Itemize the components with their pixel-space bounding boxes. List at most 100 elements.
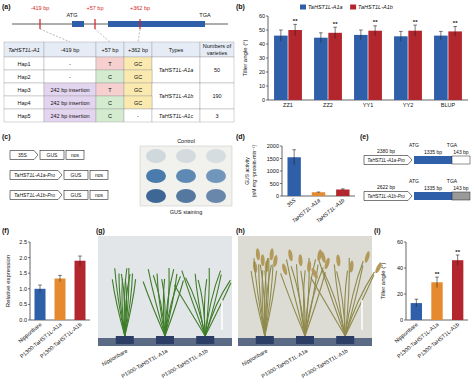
table-cell: [4, 83, 44, 96]
text-line: -: [69, 61, 71, 67]
cell-text: TaHST1L-A1a: [159, 67, 194, 73]
y-axis: [268, 16, 269, 100]
panel-label: (g): [96, 227, 105, 235]
text-line: GC: [134, 61, 142, 67]
panicle: [287, 249, 293, 262]
category-label: ZZ1: [283, 102, 293, 108]
panel-label: (a): [2, 3, 11, 11]
site-mark: [139, 19, 140, 29]
panel-label: (f): [2, 227, 9, 235]
header-cell: [124, 42, 152, 57]
y-axis: [282, 146, 283, 196]
error-bar: [415, 299, 419, 307]
error-bar: [435, 277, 439, 287]
tick-label: 40: [259, 41, 265, 47]
category-label: ZZ2: [323, 102, 333, 108]
table-cell: [200, 83, 234, 109]
photo-bg: [238, 236, 372, 346]
exon: [108, 21, 205, 27]
cell-text: TaHST1L-A1c: [159, 113, 194, 119]
text-line: GC: [134, 100, 142, 106]
text-line: varieties: [207, 50, 228, 56]
control-label: Control: [177, 138, 195, 144]
terminator-label: nos: [95, 172, 104, 178]
reporter-label: GUS: [71, 172, 83, 178]
error-bar: [317, 192, 321, 194]
error-bar: [293, 24, 297, 35]
header-cell: [96, 42, 124, 57]
axis-title: Relative expression: [5, 255, 11, 307]
codon-label: TGA: [199, 12, 211, 18]
text-line: TaHST1L-A1c: [159, 113, 194, 119]
tick-label: 0.0: [19, 317, 27, 323]
error-bar: [292, 150, 296, 165]
codon-label: TGA: [447, 178, 458, 184]
utr-box: [452, 192, 470, 200]
leaf: [337, 271, 346, 336]
leaf: [259, 264, 265, 336]
category-label: TaHST1L-A1b: [315, 197, 345, 224]
plant-label: P1300-TaHST1L-A1b: [160, 348, 208, 379]
bar: [328, 33, 342, 100]
tick-label: 1000: [267, 168, 279, 174]
length-label: 1335 bp: [424, 185, 442, 191]
bar: [75, 261, 86, 320]
plant-label: Nipponbare: [101, 348, 129, 367]
text-line: T: [108, 87, 112, 93]
text-line: T: [108, 61, 112, 67]
legend-label: TaHST1L-A1a: [308, 4, 343, 10]
promoter-label: 35S: [18, 152, 28, 158]
guide-line: [40, 29, 70, 42]
leaf: [148, 269, 165, 336]
error-line: [80, 256, 81, 265]
cell-text: GC: [134, 100, 142, 106]
table-cell: [96, 109, 124, 122]
bar: [452, 260, 463, 320]
error-bar: [279, 30, 283, 41]
bar: [431, 282, 442, 320]
cell-text: Hap5: [17, 113, 30, 119]
tick-label: 1500: [267, 156, 279, 162]
header-cell: [200, 42, 234, 57]
error-cap: [333, 27, 337, 28]
terminator-box: [90, 191, 108, 200]
codon-label: ATG: [67, 12, 78, 18]
table-cell: [44, 70, 96, 83]
error-cap: [439, 31, 443, 32]
error-cap: [456, 255, 460, 256]
error-cap: [435, 277, 439, 278]
category-label: YY2: [403, 102, 413, 108]
table-cell: [124, 96, 152, 109]
leaf: [319, 261, 345, 336]
text-line: TaHST1L-A1: [8, 47, 40, 53]
table-cell: [44, 96, 96, 109]
pot: [196, 336, 214, 344]
error-bar: [413, 25, 417, 36]
codon-label: ATG: [409, 142, 419, 148]
panicle: [336, 254, 341, 266]
significance: **: [455, 249, 460, 255]
leaf: [286, 259, 305, 336]
tissue: [176, 189, 196, 203]
codon-label: ATG: [409, 178, 419, 184]
promoter-arrow: [10, 151, 38, 160]
cell-text: 3: [215, 113, 218, 119]
scale-bar: [361, 300, 363, 330]
text-line: 242 bp insertion: [50, 87, 89, 93]
tick-label: 20: [397, 291, 403, 297]
promoter-arrow: [364, 156, 412, 165]
pot: [336, 336, 354, 344]
header-cell: [4, 42, 44, 57]
text-line: Hap5: [17, 113, 30, 119]
promoter-arrow: [10, 171, 62, 180]
significance: **: [373, 19, 378, 25]
error-cap: [293, 24, 297, 25]
leaf: [165, 281, 183, 336]
leaf: [345, 272, 374, 336]
error-cap: [279, 30, 283, 31]
panicle: [273, 255, 279, 267]
site-label: +362 bp: [130, 5, 150, 11]
table-cell: [124, 70, 152, 83]
tissue: [206, 189, 226, 203]
promoter-label: TaHST1L-A1b-Pro: [367, 194, 405, 199]
